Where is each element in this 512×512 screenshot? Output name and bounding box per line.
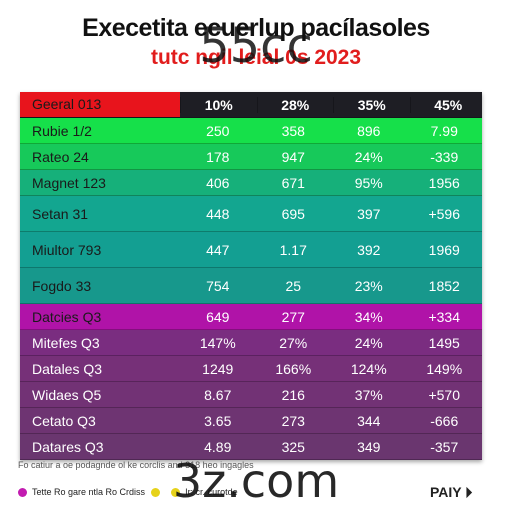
table-cell: +570	[428, 386, 461, 403]
table-cell: 406	[206, 174, 230, 191]
brand-text: PAIY	[430, 484, 462, 500]
watermark-top: 55cc	[199, 18, 313, 74]
table-cell: 25	[285, 277, 302, 294]
brand-logo: PAIY ⏵	[430, 484, 472, 501]
table-cell: 1249	[202, 360, 234, 377]
table-cell: 325	[281, 438, 305, 455]
row-label: Fogdo 33	[32, 277, 92, 294]
table-cell: 349	[357, 438, 381, 455]
legend-label: Tette Ro gare ntla Ro Crdiss	[32, 487, 146, 497]
table-cell: 124%	[350, 360, 387, 377]
table-row: Datares Q3 4.89 325 349 -357	[20, 434, 482, 460]
table-cell: 34%	[354, 308, 383, 325]
table-header-row: Geeral 013 10% 28% 35% 45%	[20, 92, 482, 118]
table-cell: 216	[281, 386, 305, 403]
table-cell: 4.89	[204, 438, 232, 455]
table-cell: 23%	[354, 277, 383, 294]
table-cell: 671	[281, 174, 305, 191]
table-cell: 1852	[428, 277, 460, 294]
row-label: Magnet 123	[32, 174, 106, 191]
table-row: Rateo 24 178 947 24% -339	[20, 144, 482, 170]
table-row: Datales Q3 1249 166% 124% 149%	[20, 356, 482, 382]
table-cell: 3.65	[204, 412, 232, 429]
table-row: Mitefes Q3 147% 27% 24% 1495	[20, 330, 482, 356]
legend-item: Tette Ro gare ntla Ro Crdiss	[18, 487, 145, 497]
table-cell: 166%	[275, 360, 312, 377]
legend: Tette Ro gare ntla Ro Crdiss Ir: cr. cur…	[18, 486, 244, 498]
table-cell: 24%	[354, 148, 383, 165]
table-cell: 273	[281, 412, 305, 429]
row-label: Datcies Q3	[32, 308, 102, 325]
table-row: Datcies Q3 649 277 34% +334	[20, 304, 482, 330]
table-header-cell: 28%	[256, 96, 334, 113]
table-header-cell: 35%	[333, 96, 410, 113]
table-body: Rubie 1/2 250 358 896 7.99 Rateo 24 178 947 24% -…	[20, 118, 482, 460]
table-row: Setan 31 448 695 397 +596	[20, 196, 482, 232]
table-header-label: Geeral 013	[20, 92, 180, 117]
row-label: Cetato Q3	[32, 412, 96, 429]
table-cell: 649	[206, 308, 230, 325]
legend-swatch	[151, 487, 161, 497]
table-cell: 250	[206, 122, 230, 139]
table-cell: 37%	[354, 386, 383, 403]
table-row: Rubie 1/2 250 358 896 7.99	[20, 118, 482, 144]
row-label: Datales Q3	[32, 360, 103, 377]
table-header-cell: 45%	[409, 96, 487, 113]
table-cell: 7.99	[430, 122, 458, 139]
table-row: Magnet 123 406 671 95% 1956	[20, 170, 482, 196]
table-cell: +596	[428, 205, 461, 222]
table-cell: 392	[357, 241, 381, 258]
row-label: Datares Q3	[32, 438, 104, 455]
table-cell: 448	[206, 205, 230, 222]
row-label: Rubie 1/2	[32, 122, 92, 139]
table-cell: -666	[430, 412, 459, 429]
table-cell: 1956	[428, 174, 460, 191]
legend-item: Ir: cr. curotde	[171, 487, 238, 497]
chart-subtitle: tutc ngil leial 0s 2023	[150, 46, 362, 69]
table-cell: 1.17	[279, 241, 307, 258]
table-cell: 27%	[279, 334, 308, 351]
row-label: Mitefes Q3	[32, 334, 100, 351]
table-cell: 8.67	[204, 386, 232, 403]
playstation-icon: ⏵	[465, 484, 473, 500]
table-cell: 95%	[354, 174, 383, 191]
table-cell: 149%	[426, 360, 463, 377]
legend-label: Ir: cr. curotde	[185, 487, 238, 497]
table-cell: 447	[206, 241, 230, 258]
row-label: Miultor 793	[32, 241, 102, 258]
row-label: Setan 31	[32, 205, 89, 222]
watermark-bottom: 3z.com	[172, 454, 340, 508]
row-label: Rateo 24	[32, 148, 89, 165]
data-table: Geeral 013 10% 28% 35% 45% Rubie 1/2 250 3…	[20, 92, 482, 460]
legend-item	[151, 487, 165, 497]
table-cell: 147%	[199, 334, 236, 351]
table-cell: 178	[206, 148, 230, 165]
table-cell: -339	[430, 148, 459, 165]
chart-title: Execetita ecuerlup pacílasoles	[82, 14, 430, 42]
footnote: Fo catiur a oe podagnde ol ke corclis an…	[18, 460, 254, 470]
table-header-cell: 10%	[180, 96, 257, 113]
table-cell: 397	[357, 205, 381, 222]
table-row: Widaes Q5 8.67 216 37% +570	[20, 382, 482, 408]
table-row: Miultor 793 447 1.17 392 1969	[20, 232, 482, 268]
legend-swatch	[171, 487, 181, 497]
table-cell: 695	[281, 205, 305, 222]
table-cell: 947	[281, 148, 305, 165]
table-cell: 277	[281, 308, 305, 325]
table-cell: 344	[357, 412, 381, 429]
table-cell: 896	[357, 122, 381, 139]
table-cell: +334	[428, 308, 461, 325]
legend-swatch	[18, 487, 27, 497]
table-cell: -357	[430, 438, 459, 455]
table-cell: 358	[281, 122, 305, 139]
table-cell: 24%	[354, 334, 383, 351]
table-row: Cetato Q3 3.65 273 344 -666	[20, 408, 482, 434]
table-cell: 754	[206, 277, 230, 294]
row-label: Widaes Q5	[32, 386, 102, 403]
table-cell: 1495	[428, 334, 460, 351]
table-row: Fogdo 33 754 25 23% 1852	[20, 268, 482, 304]
table-cell: 1969	[428, 241, 460, 258]
